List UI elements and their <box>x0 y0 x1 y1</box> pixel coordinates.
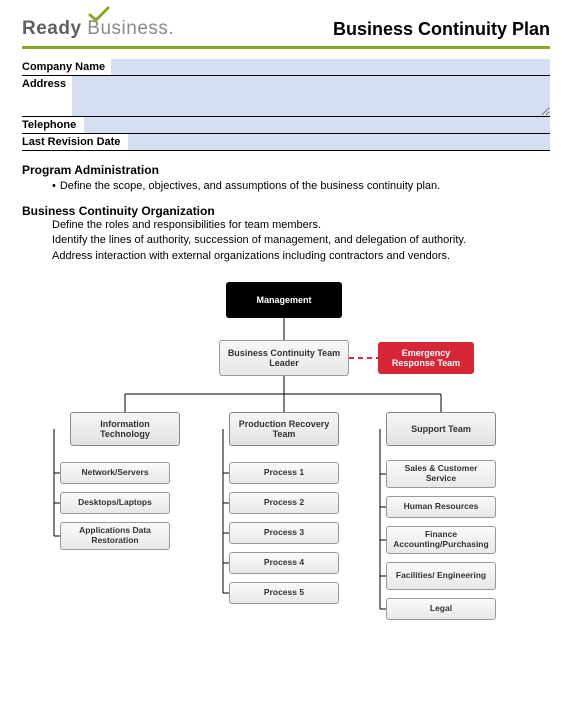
logo-checkmark-icon <box>88 6 110 22</box>
node-col2-sub-0: Process 1 <box>229 462 339 484</box>
node-col2-sub-3: Process 4 <box>229 552 339 574</box>
bco-line-2: Identify the lines of authority, success… <box>52 233 550 248</box>
node-col2-sub-4: Process 5 <box>229 582 339 604</box>
bco-line-1: Define the roles and responsibilities fo… <box>52 218 550 233</box>
company-name-label: Company Name <box>22 59 111 75</box>
logo: Ready Business. <box>22 18 174 40</box>
company-name-input[interactable] <box>111 59 550 75</box>
node-col3-sub-4: Legal <box>386 598 496 620</box>
address-field: Address <box>22 76 550 117</box>
telephone-input[interactable] <box>84 117 550 133</box>
telephone-label: Telephone <box>22 117 84 133</box>
node-col2-sub-2: Process 3 <box>229 522 339 544</box>
bullet-icon: • <box>52 180 56 192</box>
node-col3-sub-1: Human Resources <box>386 496 496 518</box>
address-label: Address <box>22 76 72 116</box>
program-admin-bullet: • Define the scope, objectives, and assu… <box>52 180 550 192</box>
node-col1-sub-0: Network/Servers <box>60 462 170 484</box>
green-rule <box>22 46 550 49</box>
revision-date-input[interactable] <box>128 134 550 150</box>
program-admin-text: Define the scope, objectives, and assump… <box>60 180 440 192</box>
node-col2-sub-1: Process 2 <box>229 492 339 514</box>
logo-ready-text: Ready <box>22 18 82 39</box>
revision-date-label: Last Revision Date <box>22 134 128 150</box>
node-support-team: Support Team <box>386 412 496 446</box>
company-name-field: Company Name <box>22 59 550 76</box>
org-chart: Management Business Continuity Team Leade… <box>46 282 526 632</box>
node-col3-sub-0: Sales & Customer Service <box>386 460 496 488</box>
page-title: Business Continuity Plan <box>333 19 550 40</box>
node-management: Management <box>226 282 342 318</box>
node-production-recovery: Production Recovery Team <box>229 412 339 446</box>
section-bco-title: Business Continuity Organization <box>22 204 550 218</box>
node-team-leader: Business Continuity Team Leader <box>219 340 349 376</box>
bco-line-3: Address interaction with external organi… <box>52 249 550 264</box>
node-emergency-response-team: Emergency Response Team <box>378 342 474 374</box>
node-col3-sub-2: Finance Accounting/Purchasing <box>386 526 496 554</box>
node-col1-sub-1: Desktops/Laptops <box>60 492 170 514</box>
telephone-field: Telephone <box>22 117 550 134</box>
revision-date-field: Last Revision Date <box>22 134 550 151</box>
section-program-admin-title: Program Administration <box>22 163 550 177</box>
address-input[interactable] <box>72 76 550 116</box>
node-col1-sub-2: Applications Data Restoration <box>60 522 170 550</box>
node-info-tech: Information Technology <box>70 412 180 446</box>
node-col3-sub-3: Facilities/ Engineering <box>386 562 496 590</box>
doc-header: Ready Business. Business Continuity Plan <box>22 18 550 40</box>
